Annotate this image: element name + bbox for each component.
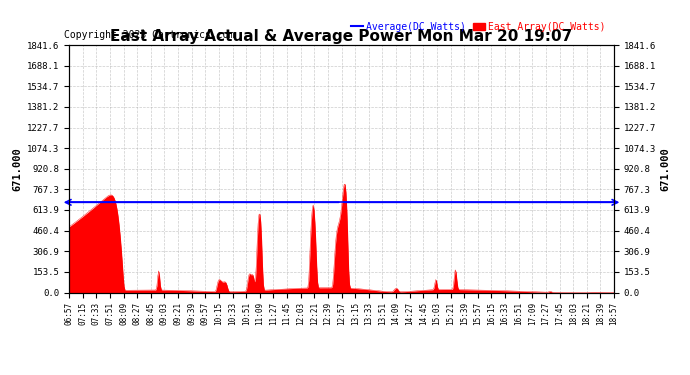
Text: Copyright 2023 Cartronics.com: Copyright 2023 Cartronics.com (63, 30, 234, 40)
Title: East Array Actual & Average Power Mon Mar 20 19:07: East Array Actual & Average Power Mon Ma… (110, 29, 573, 44)
Y-axis label: 671.000: 671.000 (13, 147, 23, 190)
Legend: Average(DC Watts), East Array(DC Watts): Average(DC Watts), East Array(DC Watts) (347, 18, 609, 36)
Y-axis label: 671.000: 671.000 (660, 147, 670, 190)
